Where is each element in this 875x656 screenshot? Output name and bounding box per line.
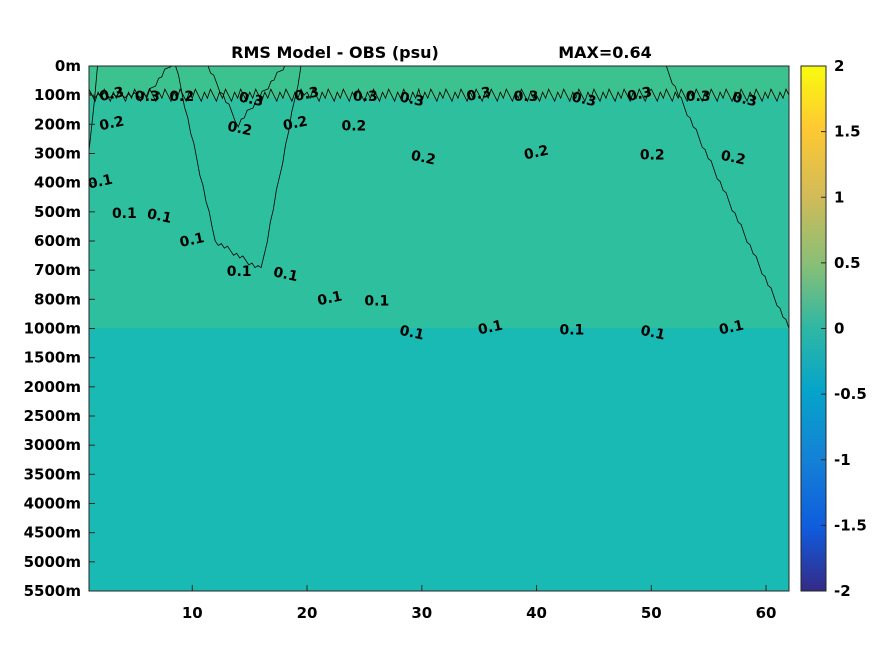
y-tick-label: 800m [34,290,81,308]
y-axis-ticks: 0m 100m 200m 300m 400m 500m 600m 700m 800m 1000m 1… [24,57,95,600]
colorbar-tick-label: 2 [834,57,844,75]
contour-label: 0.1 [477,318,505,339]
y-tick-label: 400m [34,174,81,192]
contour-label: 0.1 [178,230,206,251]
x-axis-ticks: 10 20 30 40 50 60 [182,585,777,622]
contour-label: 0.3 [98,84,126,105]
contour-label: 0.3 [237,89,265,110]
y-tick-label: 4000m [24,495,81,513]
contour-label: 0.3 [135,89,160,105]
y-tick-label: 4500m [24,524,81,542]
contour-label: 0.1 [146,206,174,227]
contour-lines [89,66,789,329]
y-tick-label: 0m [55,57,81,75]
colorbar-tick-label: 0 [834,320,844,338]
y-tick-label: 3000m [24,436,81,454]
y-tick-label: 5500m [24,582,81,600]
contour-label: 0.1 [272,264,300,285]
contour-label: 0.2 [226,119,254,140]
y-tick-label: 5000m [24,553,81,571]
contour-label: 0.2 [523,143,551,164]
y-tick-label: 500m [34,203,81,221]
contour-label: 0.1 [364,293,389,309]
contour-label: 0.1 [316,288,344,309]
contour-label: 0.1 [559,323,584,339]
x-tick-label: 50 [641,604,662,622]
y-tick-label: 200m [34,115,81,133]
y-tick-label: 1500m [24,349,81,367]
contour-labels: 0.3 0.3 0.3 0.3 0.3 0.3 0.3 0.3 0.3 0.3 0.3 0.3 0.2 0… [87,84,759,344]
x-tick-label: 40 [526,604,547,622]
contour-line-0.3 [89,87,789,103]
contour-label: 0.1 [639,323,667,344]
colorbar-ticks: 2 1.5 1 0.5 0 -0.5 -1 -1.5 -2 [821,57,867,600]
heatmap-field: 0.3 0.3 0.3 0.3 0.3 0.3 0.3 0.3 0.3 0.3 0.3 0.3 0.2 0… [87,66,789,591]
contour-label: 0.3 [570,89,598,110]
contour-label: 0.1 [87,172,115,193]
colorbar-tick-label: 1.5 [834,123,861,141]
field-mid [89,66,789,328]
y-tick-label: 1000m [24,320,81,338]
contour-label: 0.3 [686,89,711,105]
contour-label: 0.2 [98,113,126,134]
colorbar-tick-label: -0.5 [834,385,867,403]
contour-label: 0.3 [626,84,654,105]
contour-label: 0.2 [169,89,194,105]
contour-label: 0.1 [227,264,252,280]
x-tick-label: 20 [297,604,318,622]
y-tick-label: 3500m [24,465,81,483]
contour-label: 0.3 [398,89,426,110]
contour-label: 0.3 [514,89,539,105]
y-tick-label: 100m [34,86,81,104]
colorbar-tick-label: -1.5 [834,516,867,534]
contour-line-0.1 [89,66,789,329]
contour-label: 0.2 [719,148,747,169]
contour-label: 0.2 [640,148,665,164]
contour-label: 0.3 [465,84,493,105]
field-surface [89,66,789,98]
contour-label: 0.1 [398,323,426,344]
y-tick-label: 2000m [24,378,81,396]
contour-label: 0.3 [293,84,321,105]
x-tick-label: 60 [756,604,777,622]
contour-label: 0.1 [718,318,746,339]
colorbar-tick-label: -1 [834,451,851,469]
y-tick-label: 700m [34,261,81,279]
contour-label: 0.2 [341,118,366,134]
colorbar-tick-label: 1 [834,188,844,206]
x-tick-label: 30 [411,604,432,622]
x-tick-label: 10 [182,604,203,622]
colorbar-tick-label: -2 [834,582,851,600]
chart-max-annotation: MAX=0.64 [558,43,652,62]
contour-label: 0.3 [731,89,759,110]
y-tick-label: 2500m [24,407,81,425]
y-tick-label: 600m [34,232,81,250]
contour-label: 0.1 [112,206,137,222]
contour-label: 0.3 [353,89,378,105]
contour-label: 0.2 [409,148,437,169]
colorbar-tick-label: 0.5 [834,254,861,272]
contour-label: 0.2 [282,113,310,134]
y-tick-label: 300m [34,145,81,163]
chart-title: RMS Model - OBS (psu) [231,43,439,62]
